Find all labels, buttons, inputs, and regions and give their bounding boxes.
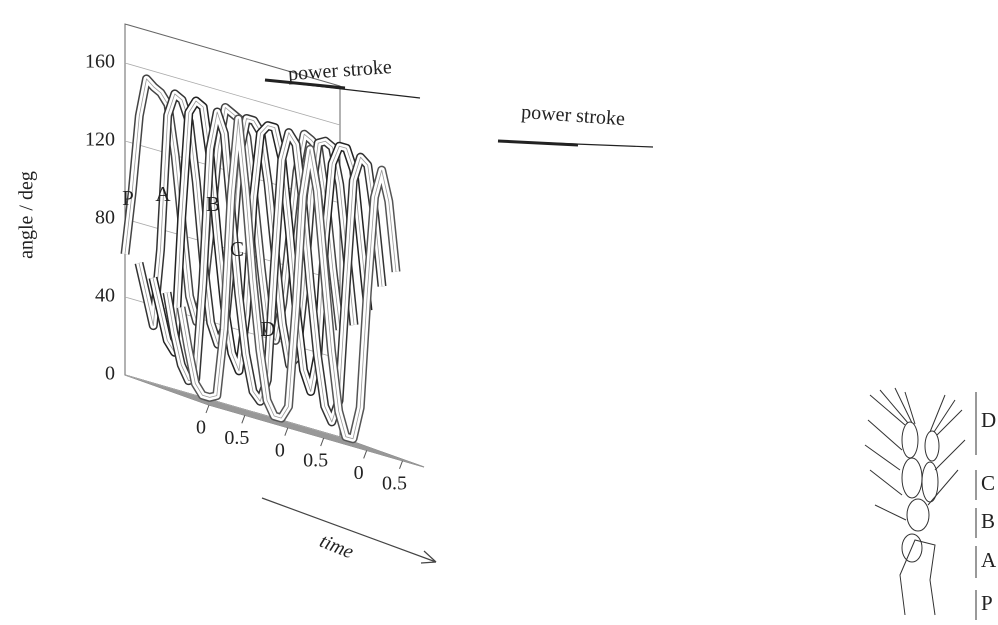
y-tick-label: 160 bbox=[85, 51, 115, 73]
series-label: P bbox=[122, 186, 134, 210]
annotation-rule bbox=[264, 78, 346, 90]
y-tick-label: 0 bbox=[105, 363, 115, 385]
x-tick bbox=[399, 460, 403, 469]
x-tick-label: 0.5 bbox=[303, 450, 328, 472]
ribbon-center bbox=[152, 100, 369, 392]
annotation-rule bbox=[497, 139, 579, 147]
x-tick bbox=[363, 450, 368, 459]
series-label: A bbox=[155, 182, 171, 206]
segment-label: D bbox=[981, 408, 996, 432]
series-label: C bbox=[230, 237, 244, 261]
x-tick bbox=[320, 437, 325, 447]
x-tick-label: 0 bbox=[275, 439, 285, 461]
y-tick-label: 120 bbox=[85, 129, 115, 151]
segment-label: A bbox=[981, 548, 997, 572]
annotation: power stroke bbox=[521, 101, 626, 130]
x-tick-label: 0 bbox=[196, 417, 206, 439]
antenna-segment bbox=[901, 421, 919, 459]
time-arrow bbox=[261, 497, 437, 563]
floor-grid bbox=[152, 384, 369, 448]
annotation: power stroke bbox=[287, 56, 392, 85]
antenna-segment bbox=[906, 498, 930, 532]
ribbon-center bbox=[138, 93, 355, 366]
series-label: B bbox=[206, 192, 220, 216]
grid-line bbox=[124, 62, 341, 126]
floor-grid bbox=[194, 399, 411, 463]
x-tick bbox=[241, 415, 246, 424]
x-tick-label: 0.5 bbox=[224, 427, 249, 449]
antenna-base bbox=[899, 539, 936, 616]
grid-line bbox=[124, 374, 341, 438]
ribbon-center bbox=[166, 111, 383, 423]
y-tick-label: 40 bbox=[95, 285, 115, 307]
y-tick-label: 80 bbox=[95, 207, 115, 229]
ribbon-center bbox=[124, 78, 341, 341]
antenna-segment bbox=[924, 430, 940, 462]
time-arrowhead bbox=[420, 550, 437, 564]
x-tick-label: 0 bbox=[354, 462, 364, 484]
floor-grid bbox=[180, 394, 397, 458]
antenna-setae bbox=[864, 387, 966, 521]
x-tick bbox=[205, 404, 210, 414]
antenna-segment bbox=[901, 457, 923, 499]
segment-label: P bbox=[981, 591, 993, 615]
antenna-segment bbox=[901, 533, 923, 563]
x-axis-label: time bbox=[316, 530, 356, 563]
y-axis-label: angle / deg bbox=[16, 171, 38, 259]
floor-grid bbox=[138, 379, 355, 443]
x-tick-label: 0.5 bbox=[382, 472, 407, 494]
segment-label: C bbox=[981, 471, 995, 495]
floor-grid bbox=[166, 389, 383, 453]
series-label: D bbox=[260, 317, 275, 341]
x-tick bbox=[284, 427, 289, 436]
ribbon-center bbox=[180, 118, 397, 440]
segment-label: B bbox=[981, 509, 995, 533]
